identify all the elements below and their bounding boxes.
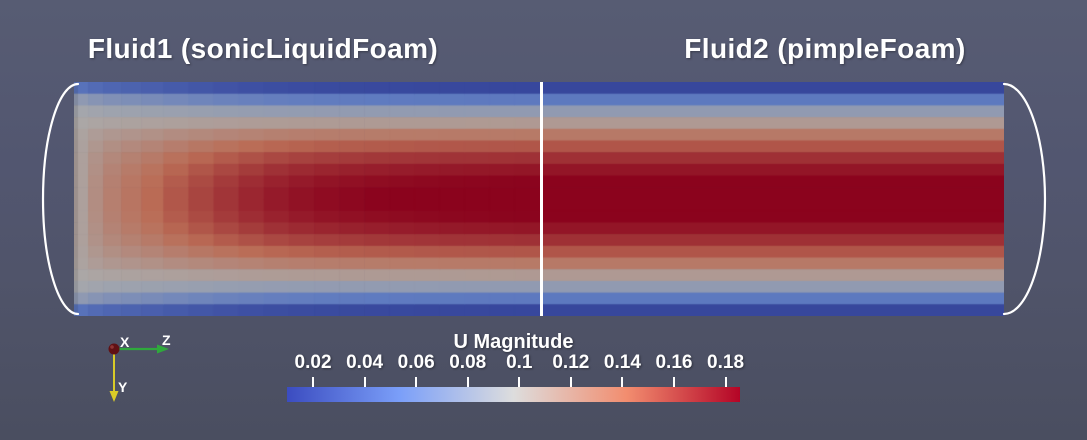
pipe-end-arc-right xyxy=(1002,82,1047,316)
x-axis-sphere-highlight xyxy=(110,345,114,349)
pipe-velocity-field xyxy=(74,82,1004,316)
y-axis-label: Y xyxy=(118,379,128,395)
colorbar-tick-label: 0.12 xyxy=(552,352,590,373)
colorbar-tick-label: 0.06 xyxy=(397,352,435,373)
colorbar-tick-mark xyxy=(312,377,315,387)
x-axis-origin-sphere-icon xyxy=(108,343,120,355)
colorbar-tick-label: 0.08 xyxy=(449,352,487,373)
colorbar-tick-label: 0.18 xyxy=(707,352,745,373)
colorbar-tick-mark xyxy=(621,377,624,387)
x-axis-label: X xyxy=(120,334,130,350)
orientation-axes-widget: X Z Y xyxy=(108,332,171,402)
colorbar-tick-label: 0.1 xyxy=(506,352,533,373)
colorbar-tick-label: 0.14 xyxy=(603,352,641,373)
colorbar-tick-label: 0.02 xyxy=(294,352,332,373)
colorbar-tick-mark xyxy=(415,377,418,387)
colorbar-tick-mark xyxy=(672,377,675,387)
fluid2-region-title: Fluid2 (pimpleFoam) xyxy=(684,33,966,64)
colorbar-tick-label: 0.16 xyxy=(655,352,693,373)
y-axis-arrowhead-icon xyxy=(109,391,119,402)
colorbar-tick-mark xyxy=(724,377,727,387)
colorbar-tick-label: 0.04 xyxy=(346,352,384,373)
colorbar-title: U Magnitude xyxy=(453,331,574,353)
fluid1-region-title: Fluid1 (sonicLiquidFoam) xyxy=(87,33,439,64)
fluid-interface-line xyxy=(540,82,543,316)
z-axis-arrowhead-icon xyxy=(157,344,169,354)
z-axis-label: Z xyxy=(162,332,171,348)
pipe-end-arc-left xyxy=(41,82,80,316)
colorbar-tick-mark xyxy=(518,377,521,387)
colorbar-tick-mark xyxy=(569,377,572,387)
colorbar-tick-mark xyxy=(466,377,469,387)
colorbar[interactable]: U Magnitude 0.02 0.04 0.06 0.08 0.1 0.12 0.14 0… xyxy=(287,331,744,403)
colorbar-tick-mark xyxy=(363,377,366,387)
colorbar-gradient-bar xyxy=(287,387,740,402)
